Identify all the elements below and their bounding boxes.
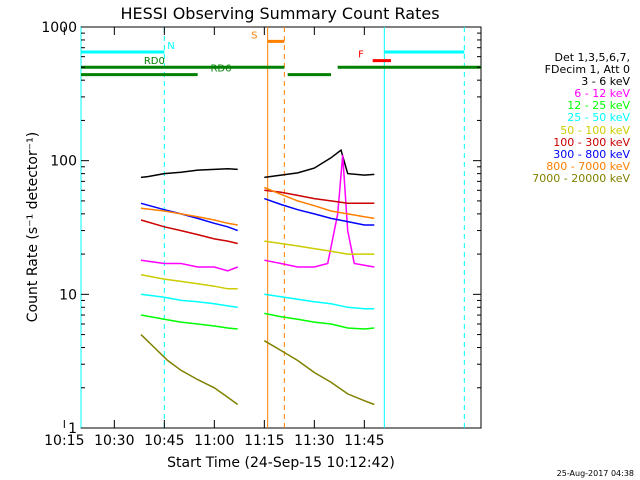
x-tick-label-2: 10:45 xyxy=(144,433,184,449)
chart-title: HESSI Observing Summary Count Rates xyxy=(120,4,439,23)
x-tick-label-4: 11:15 xyxy=(244,433,284,449)
timestamp-footer: 25-Aug-2017 04:38 xyxy=(556,469,634,478)
plot-axes: 10:15 10:30 10:45 11:00 11:15 11:30 11:45 1 10 10… xyxy=(41,20,481,449)
series-line-2-seg2 xyxy=(264,312,375,330)
series-line-2-seg1 xyxy=(140,314,238,330)
series-line-1-seg2 xyxy=(264,155,375,268)
x-tick-label-5: 11:30 xyxy=(294,433,334,449)
series-line-6-seg1 xyxy=(140,202,238,232)
series-line-4-seg1 xyxy=(140,274,238,290)
legend-item-5: 100 - 300 keV xyxy=(553,135,630,149)
legend-item-6: 300 - 800 keV xyxy=(553,147,630,161)
legend-item-3: 25 - 50 keV xyxy=(567,111,630,125)
x-axis-label: Start Time (24-Sep-15 10:12:42) xyxy=(167,455,395,471)
flag-label-rd0: RD0 xyxy=(144,56,165,67)
series-line-0-seg2 xyxy=(264,148,375,179)
series-line-3-seg1 xyxy=(140,293,238,309)
series-line-8-seg2 xyxy=(263,340,375,406)
series-line-6-seg2 xyxy=(264,197,375,226)
legend-item-7: 800 - 7000 keV xyxy=(546,159,630,173)
flag-label-s: S xyxy=(251,30,257,41)
flag-label-rd6: RD6 xyxy=(210,64,231,75)
legend-header-line-1: Det 1,3,5,6,7, xyxy=(554,51,630,64)
legend-item-1: 6 - 12 keV xyxy=(574,87,630,101)
series-line-3-seg2 xyxy=(264,293,375,310)
y-tick-label-3: 1000 xyxy=(41,20,77,36)
series-line-1-seg1 xyxy=(140,259,238,272)
legend-item-0: 3 - 6 keV xyxy=(581,75,630,89)
series-line-0-seg1 xyxy=(140,168,238,179)
plot-content: N S F RD0 RD6 xyxy=(80,27,481,428)
x-tick-label-6: 11:45 xyxy=(344,433,384,449)
flag-label-f: F xyxy=(358,50,364,61)
y-axis-label: Count Rate (s⁻¹ detector⁻¹) xyxy=(25,132,41,322)
x-tick-label-1: 10:30 xyxy=(94,433,134,449)
y-tick-label-0: 1 xyxy=(68,421,77,437)
x-tick-label-0: 10:15 xyxy=(44,433,84,449)
legend-header-line-2: FDecim 1, Att 0 xyxy=(544,63,630,77)
y-tick-label-1: 10 xyxy=(59,287,77,303)
legend-items: 3 - 6 keV 6 - 12 keV 12 - 25 keV 25 - 50 ke… xyxy=(490,76,640,185)
series-line-5-seg1 xyxy=(140,219,238,245)
y-tick-label-2: 100 xyxy=(50,154,77,170)
flag-label-n: N xyxy=(167,41,174,52)
x-tick-label-3: 11:00 xyxy=(194,433,234,449)
series-line-4-seg2 xyxy=(264,240,375,255)
series-line-7-seg1 xyxy=(140,207,238,226)
series-line-5-seg2 xyxy=(264,189,375,205)
legend-item-4: 50 - 100 keV xyxy=(560,123,630,137)
series-line-7-seg2 xyxy=(264,186,375,220)
legend: Det 1,3,5,6,7, FDecim 1, Att 0 3 - 6 keV… xyxy=(490,51,640,185)
plot-frame xyxy=(80,26,482,429)
series-line-8-seg1 xyxy=(140,334,239,406)
legend-item-8: 7000 - 20000 keV xyxy=(532,171,630,185)
legend-item-2: 12 - 25 keV xyxy=(567,99,630,113)
